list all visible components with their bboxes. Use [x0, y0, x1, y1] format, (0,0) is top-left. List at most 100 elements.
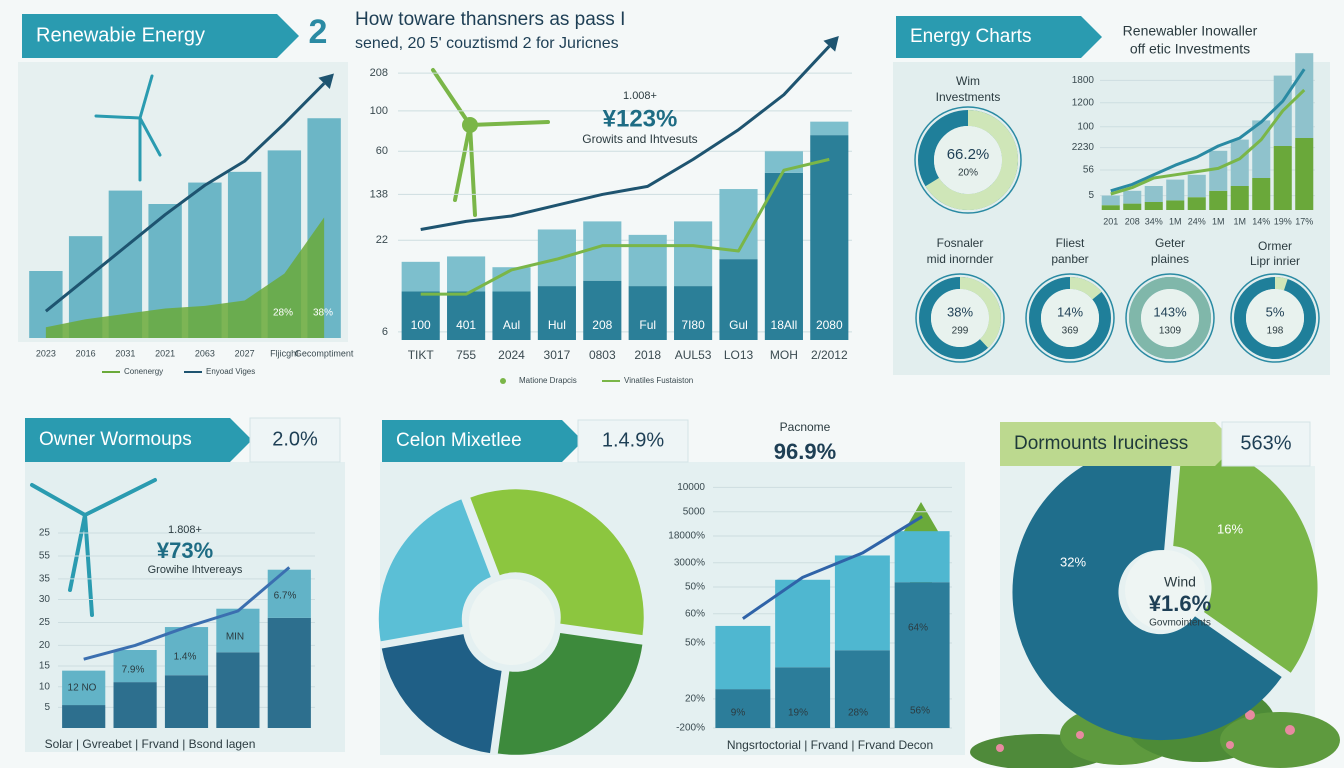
category-label: Hul — [548, 318, 566, 332]
bar — [62, 670, 106, 706]
chart-title: Dormounts Iruciness — [1014, 433, 1188, 454]
line — [83, 566, 291, 661]
x-axis-label: Nngsrtoctorial | Frvand | Frvand Decon — [727, 738, 933, 752]
bar — [447, 256, 486, 292]
pie-slice — [378, 499, 491, 642]
annotation: 9% — [731, 708, 746, 719]
bar — [1230, 186, 1249, 210]
x-tick-label: 2023 — [36, 348, 56, 358]
legend-swatch — [500, 378, 506, 384]
bar — [1101, 195, 1120, 206]
donut-label: Fosnaler — [937, 236, 984, 250]
y-tick-label: 6 — [382, 326, 388, 338]
x-tick-label: 2016 — [76, 348, 96, 358]
bar — [583, 280, 622, 340]
bar — [810, 135, 849, 340]
line — [420, 157, 830, 296]
donut-label: plaines — [1151, 252, 1189, 266]
line — [742, 515, 923, 620]
bar — [1101, 205, 1120, 210]
annotation: MIN — [226, 632, 244, 643]
y-tick-label: 5000 — [683, 506, 706, 517]
bar — [267, 617, 311, 728]
bar — [894, 582, 950, 728]
y-tick-label: 56 — [1083, 165, 1095, 176]
y-tick-label: 1800 — [1072, 75, 1095, 86]
x-tick-label: 3017 — [544, 348, 571, 362]
bar — [775, 667, 831, 728]
bar — [401, 291, 440, 340]
pie-center — [1125, 550, 1205, 630]
chart-title: Owner Wormoups — [39, 429, 192, 450]
category-label: 18All — [771, 318, 798, 332]
bar — [628, 286, 667, 340]
bar — [1273, 146, 1292, 210]
bar — [894, 531, 950, 583]
x-tick-label: 208 — [1125, 216, 1140, 226]
x-tick-label: 2021 — [155, 348, 175, 358]
badge — [1221, 421, 1311, 467]
annotation: 19% — [788, 708, 808, 719]
category-label: Gul — [729, 318, 748, 332]
title-banner — [896, 16, 1102, 58]
x-tick-label: MOH — [770, 348, 798, 362]
donut-label: Geter — [1155, 236, 1185, 250]
bar — [674, 286, 713, 340]
y-tick-label: 60 — [376, 145, 388, 157]
pie-slice — [1173, 440, 1318, 673]
chart-subtitle: off etic Investments — [1130, 41, 1250, 57]
category-label: 208 — [592, 318, 612, 332]
bar — [1166, 179, 1185, 201]
bar — [164, 627, 209, 676]
bar — [62, 705, 106, 728]
donut-center — [934, 126, 1002, 194]
y-tick-label: -200% — [676, 723, 705, 734]
title-banner — [25, 418, 252, 462]
annotation: ¥73% — [157, 538, 213, 563]
y-tick-label: 1200 — [1072, 97, 1095, 108]
wind-turbine — [30, 478, 157, 617]
line-arrow — [318, 73, 334, 90]
annotation: 28% — [273, 308, 293, 319]
donut-arc — [1069, 277, 1102, 300]
donut-sublabel: 299 — [952, 326, 969, 337]
category-label: 401 — [456, 318, 476, 332]
donut-label: panber — [1051, 252, 1088, 266]
x-axis-label: Solar | Gvreabet | Frvand | Bsond lagen — [45, 737, 256, 751]
donut-sublabel: 198 — [1267, 326, 1284, 337]
annotation: 6.7% — [274, 591, 297, 602]
bar — [537, 286, 576, 340]
chart-subtitle: sened, 20 5' couztismd 2 for Juricnes — [355, 35, 619, 52]
donut-label: Ormer — [1258, 239, 1292, 253]
x-tick-label: 0803 — [589, 348, 616, 362]
y-tick-label: 138 — [370, 188, 388, 200]
badge — [577, 419, 689, 463]
x-tick-label: 201 — [1103, 216, 1118, 226]
bar — [1144, 202, 1163, 210]
badge-value: 1.4.9% — [602, 429, 664, 451]
annotation: 28% — [848, 708, 868, 719]
annotation: Growihe Ihtvereays — [148, 564, 243, 576]
annotation: 12 NO — [68, 683, 97, 694]
pie-slice — [1012, 444, 1282, 741]
category-label: Ful — [639, 318, 656, 332]
y-tick-label: 10 — [39, 681, 51, 692]
y-tick-label: 35 — [39, 574, 51, 585]
legend-label: Enyoad Viges — [206, 367, 255, 376]
donut-value: 14% — [1057, 304, 1083, 319]
legend-label: Vinatiles Fustaiston — [624, 376, 693, 385]
donut-label: mid inornder — [927, 252, 994, 266]
x-tick-label: 24% — [1188, 216, 1206, 226]
y-tick-label: 15 — [39, 661, 51, 672]
chart-subtitle: Renewabler Inowaller — [1123, 23, 1258, 39]
y-tick-label: 25 — [39, 528, 51, 539]
x-tick-label: Fljicght — [270, 348, 299, 358]
bar — [715, 625, 771, 690]
x-tick-label: 2018 — [634, 348, 661, 362]
bar — [719, 259, 758, 340]
bar — [834, 650, 890, 728]
donut-outline — [1230, 273, 1320, 363]
annotation: Govmointents — [1149, 618, 1211, 629]
x-tick-label: Gecomptiment — [295, 348, 354, 358]
